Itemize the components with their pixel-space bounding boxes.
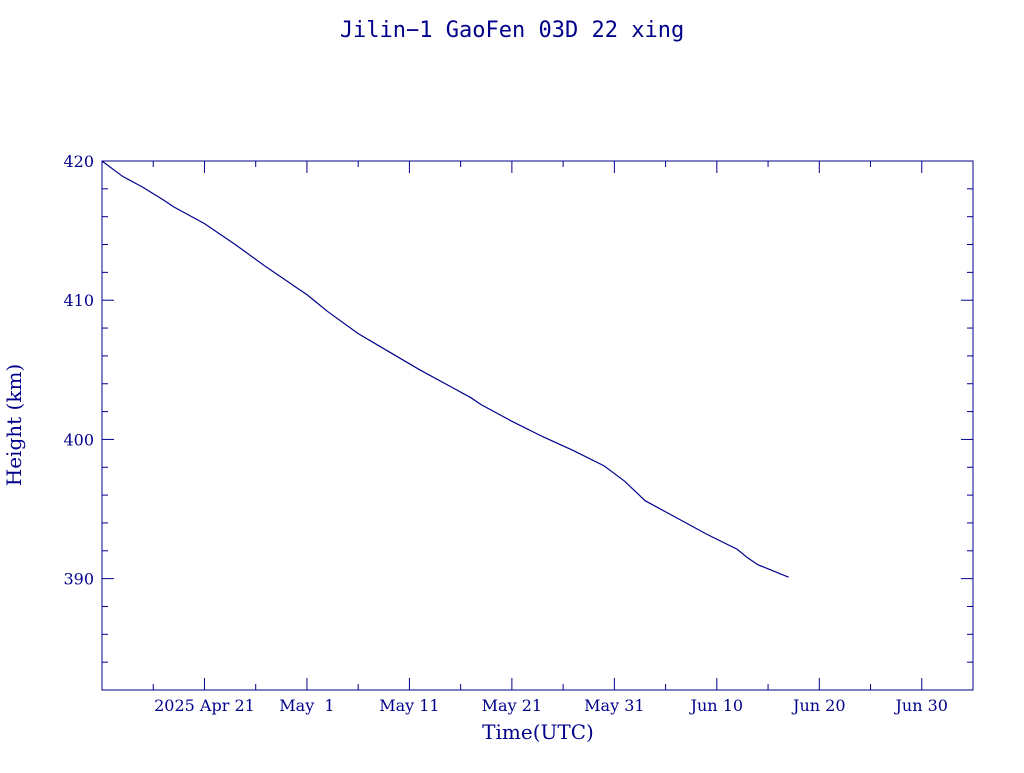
x-tick-label: May 1 [279,696,334,715]
x-tick-label: May 11 [379,696,439,715]
x-tick-label: Jun 20 [791,696,845,715]
series-layer [101,160,789,578]
plot-frame [101,160,974,691]
y-tick-label: 410 [63,291,94,310]
x-tick-label: Jun 10 [689,696,743,715]
x-axis-ticks: 2025 Apr 21 May 1 May 11 May 21 May 31 Jun 10… [101,161,974,715]
y-tick-label: 390 [63,570,94,589]
series-line-0 [101,160,789,578]
y-tick-label: 400 [63,430,94,449]
x-tick-label: 2025 Apr 21 [154,696,255,715]
x-tick-label: May 31 [584,696,644,715]
x-axis-label: Time(UTC) [482,720,594,744]
y-tick-label: 420 [63,152,94,171]
y-axis-ticks: 390 400 410 420 [63,152,973,691]
x-tick-label: Jun 30 [894,696,948,715]
x-tick-label: May 21 [482,696,542,715]
y-axis-label: Height (km) [2,364,26,486]
chart-title: Jilin−1 GaoFen 03D 22 xing [340,18,684,43]
